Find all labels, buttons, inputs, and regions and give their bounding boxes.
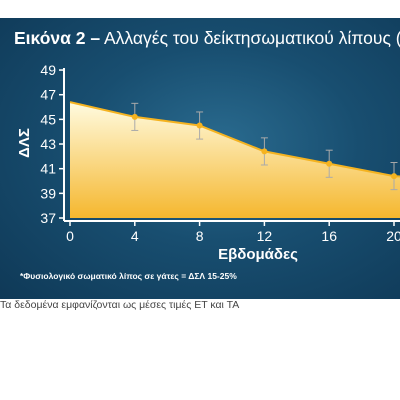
figure-number: Εικόνα 2 – [14,28,101,48]
data-point [196,122,203,129]
data-point [326,160,333,167]
y-tick-label: 49 [40,62,56,78]
x-tick-label: 20 [386,228,400,244]
data-point [391,173,397,180]
y-tick-label: 45 [40,111,56,127]
x-tick-label: 16 [321,228,337,244]
area-fill [70,102,400,218]
chart-panel: Εικόνα 2 – Αλλαγές του δείκτησωματικού λ… [0,18,400,299]
y-tick-label: 41 [40,161,56,177]
data-point [261,148,268,155]
caption: Τα δεδομένα εμφανίζονται ως μέσες τιμές … [0,299,240,311]
x-tick-label: 12 [257,228,273,244]
x-tick-label: 4 [131,228,139,244]
data-point [131,113,138,120]
chart-title: Εικόνα 2 – Αλλαγές του δείκτησωματικού λ… [14,27,400,49]
y-tick-label: 37 [40,210,56,226]
y-tick-label: 39 [40,185,56,201]
x-tick-label: 0 [66,228,74,244]
x-axis-title: Εβδομάδες [218,246,298,263]
footnote: *Φυσιολογικό σωματικό λίπος σε γάτες = Δ… [20,271,237,281]
y-tick-label: 47 [40,87,56,103]
y-axis-title: ΔΛΣ [16,128,33,158]
x-tick-label: 8 [196,228,204,244]
chart-svg: 37 39 41 43 45 47 49 0 4 8 12 16 20 Εβδομάδες ΔΛΣ [16,62,400,263]
title-text: Αλλαγές του δείκτησωματικού λίπους (ΔΣΛ [103,28,400,48]
y-tick-label: 43 [40,136,56,152]
